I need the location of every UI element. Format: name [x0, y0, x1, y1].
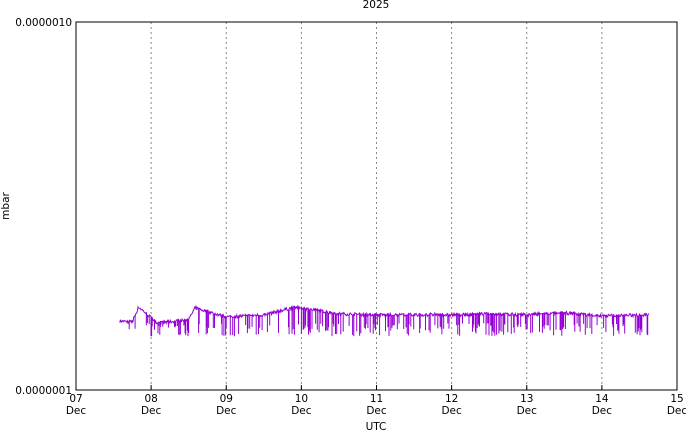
- x-tick-label: 12: [445, 393, 458, 405]
- x-tick-month: Dec: [441, 405, 462, 417]
- grid: [150, 22, 603, 390]
- x-axis-label: UTC: [366, 421, 387, 432]
- x-tick-label: 10: [295, 393, 308, 405]
- x-tick-month: Dec: [517, 405, 538, 417]
- y-axis: 0.0000010 0.0000001: [15, 17, 81, 397]
- x-tick-label: 11: [370, 393, 383, 405]
- x-tick-month: Dec: [216, 405, 237, 417]
- x-tick-month: Dec: [592, 405, 613, 417]
- x-tick-month: Dec: [291, 405, 312, 417]
- x-axis: 07Dec08Dec09Dec10Dec11Dec12Dec13Dec14Dec…: [66, 385, 686, 417]
- x-tick-month: Dec: [366, 405, 387, 417]
- x-tick-label: 13: [520, 393, 533, 405]
- x-tick-month: Dec: [667, 405, 686, 417]
- x-tick-label: 15: [670, 393, 683, 405]
- series-line: [119, 304, 650, 337]
- x-tick-label: 14: [595, 393, 609, 405]
- y-axis-label: mbar: [0, 192, 12, 220]
- y-tick-label: 0.0000010: [15, 17, 72, 29]
- x-tick-month: Dec: [141, 405, 162, 417]
- chart-title: 2025: [363, 0, 390, 11]
- x-tick-label: 08: [144, 393, 157, 405]
- y-tick-label: 0.0000001: [15, 385, 72, 397]
- x-tick-label: 07: [69, 393, 82, 405]
- x-tick-label: 09: [220, 393, 233, 405]
- x-tick-month: Dec: [66, 405, 87, 417]
